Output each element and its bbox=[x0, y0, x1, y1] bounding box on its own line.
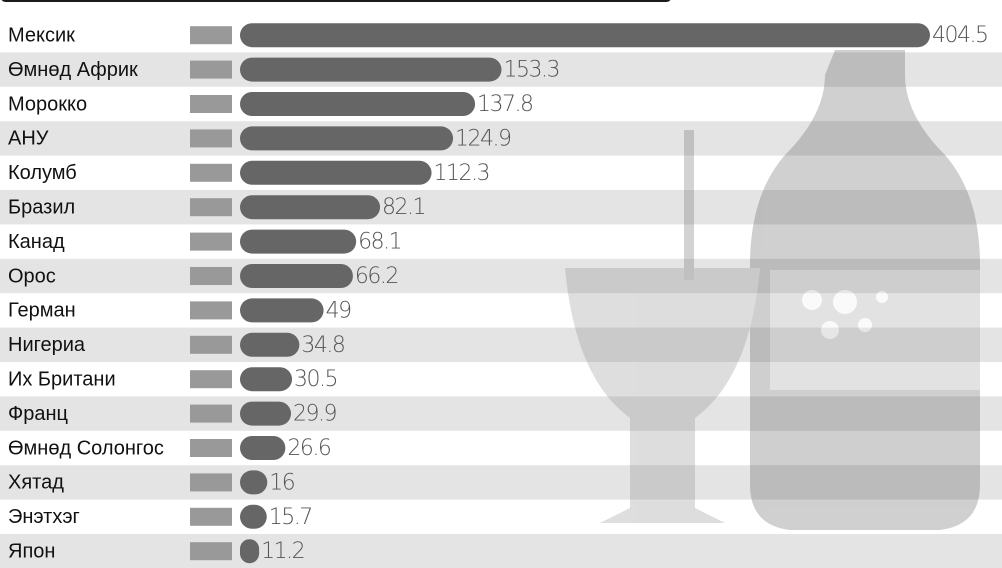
bar bbox=[240, 367, 292, 391]
category-label: Орос bbox=[8, 265, 56, 287]
bar bbox=[240, 470, 267, 494]
category-label: Морокко bbox=[8, 93, 87, 115]
bar bbox=[240, 195, 380, 219]
category-label: Энэтхэг bbox=[8, 506, 80, 528]
bar bbox=[240, 161, 432, 185]
flag-icon bbox=[190, 129, 232, 147]
value-label: 26.6 bbox=[287, 436, 330, 461]
value-label: 124.9 bbox=[455, 126, 511, 151]
chart: Мексик 404.5 Өмнөд Африк 153.3 Морокко 137.8 А… bbox=[0, 0, 1002, 568]
flag-icon bbox=[190, 542, 232, 560]
flag-icon bbox=[190, 473, 232, 491]
value-label: 30.5 bbox=[294, 367, 337, 392]
category-label: Герман bbox=[8, 300, 76, 322]
bar bbox=[240, 505, 267, 529]
bar bbox=[240, 126, 453, 150]
category-label: Нигериа bbox=[8, 334, 86, 356]
value-label: 112.3 bbox=[434, 161, 489, 186]
flag-icon bbox=[190, 336, 232, 354]
value-label: 153.3 bbox=[504, 58, 559, 83]
bar bbox=[240, 333, 299, 357]
flag-icon bbox=[190, 370, 232, 388]
category-label: Хятад bbox=[8, 472, 64, 494]
value-label: 34.8 bbox=[301, 333, 344, 358]
value-label: 15.7 bbox=[269, 505, 312, 530]
bar bbox=[240, 23, 930, 47]
category-label: Канад bbox=[8, 231, 65, 253]
bar bbox=[240, 298, 324, 322]
flag-icon bbox=[190, 198, 232, 216]
row-stripe bbox=[0, 534, 1002, 568]
flag-icon bbox=[190, 508, 232, 526]
value-label: 11.2 bbox=[261, 539, 304, 564]
flag-icon bbox=[190, 26, 232, 44]
flag-icon bbox=[190, 405, 232, 423]
category-label: Өмнөд Солонгос bbox=[8, 437, 164, 459]
flag-icon bbox=[190, 301, 232, 319]
flag-icon bbox=[190, 95, 232, 113]
bar bbox=[240, 92, 475, 116]
category-label: Өмнөд Африк bbox=[8, 59, 138, 81]
bar bbox=[240, 539, 259, 563]
value-label: 137.8 bbox=[477, 92, 532, 117]
bar bbox=[240, 230, 356, 254]
bar bbox=[240, 402, 291, 426]
category-label: Их Британи bbox=[8, 368, 116, 390]
value-label: 29.9 bbox=[293, 402, 336, 427]
value-label: 404.5 bbox=[932, 23, 987, 48]
category-label: Мексик bbox=[8, 24, 75, 46]
value-label: 68.1 bbox=[358, 230, 401, 255]
flag-icon bbox=[190, 439, 232, 457]
header-bar bbox=[0, 0, 672, 2]
category-label: АНУ bbox=[8, 128, 49, 150]
page: Мексик 404.5 Өмнөд Африк 153.3 Морокко 137.8 А… bbox=[0, 0, 1002, 568]
value-label: 66.2 bbox=[355, 264, 398, 289]
category-label: Бразил bbox=[8, 196, 75, 218]
flag-icon bbox=[190, 61, 232, 79]
category-label: Япон bbox=[8, 540, 55, 562]
value-label: 82.1 bbox=[382, 195, 425, 220]
flag-icon bbox=[190, 233, 232, 251]
category-label: Колумб bbox=[8, 162, 77, 184]
flag-icon bbox=[190, 164, 232, 182]
value-label: 16 bbox=[269, 470, 294, 495]
bar bbox=[240, 436, 285, 460]
bar bbox=[240, 264, 353, 288]
bar bbox=[240, 58, 502, 82]
category-label: Франц bbox=[8, 403, 68, 425]
flag-icon bbox=[190, 267, 232, 285]
value-label: 49 bbox=[326, 298, 351, 323]
